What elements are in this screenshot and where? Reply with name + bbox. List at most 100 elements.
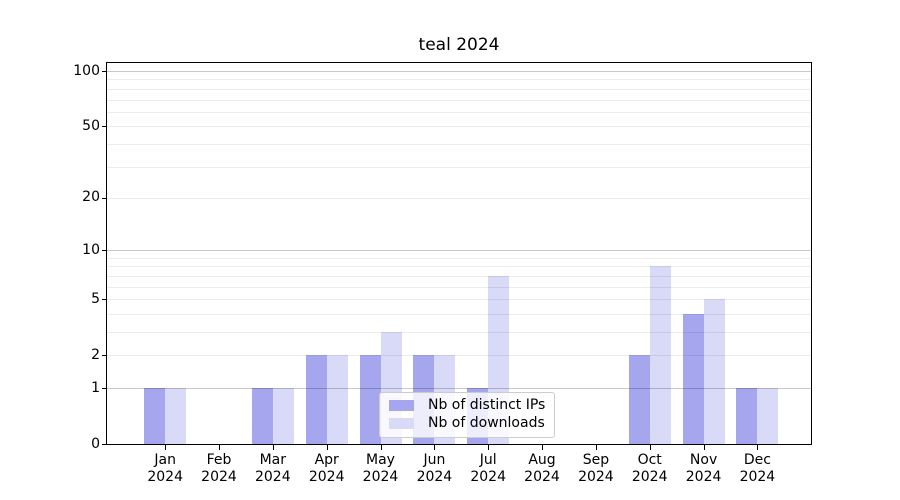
y-tick-label-20: 20 — [82, 189, 100, 206]
x-tick-oct — [649, 445, 651, 450]
x-tick-year: 2024 — [147, 469, 183, 485]
gridline-2 — [107, 355, 811, 357]
x-tick-year: 2024 — [308, 469, 345, 485]
bar-nb-of-distinct-ips-oct — [628, 355, 650, 444]
x-tick-jan — [165, 445, 167, 450]
x-tick-year: 2024 — [362, 469, 399, 485]
legend-entry-nb-of-distinct-ips: Nb of distinct IPs — [389, 398, 545, 413]
gridline-3 — [107, 332, 811, 333]
bar-nb-of-downloads-apr — [326, 355, 348, 444]
gridline-1 — [107, 388, 811, 389]
y-tick-100 — [102, 71, 107, 72]
y-tick-0 — [102, 444, 107, 445]
x-tick-apr — [326, 445, 328, 450]
x-tick-month: Jun — [423, 452, 446, 468]
bar-nb-of-downloads-oct — [649, 266, 671, 444]
gridline-6 — [107, 286, 811, 288]
y-tick-20 — [102, 197, 107, 199]
legend-entry-nb-of-downloads: Nb of downloads — [389, 416, 545, 431]
x-tick-year: 2024 — [416, 469, 453, 485]
x-tick-year: 2024 — [254, 469, 291, 485]
x-tick-label-dec: Dec 2024 — [727, 452, 787, 486]
gridline-80 — [107, 88, 811, 90]
x-tick-month: Dec — [743, 452, 771, 468]
chart-title: teal 2024 — [418, 35, 500, 55]
bar-nb-of-downloads-jan — [165, 388, 187, 444]
x-tick-year: 2024 — [685, 469, 722, 485]
y-tick-label-50: 50 — [82, 117, 100, 134]
x-tick-label-aug: Aug 2024 — [512, 452, 572, 486]
bar-nb-of-distinct-ips-mar — [251, 388, 273, 444]
bar-nb-of-downloads-nov — [703, 299, 725, 444]
legend-swatch-nb-of-downloads — [389, 418, 414, 429]
x-tick-label-oct: Oct 2024 — [620, 452, 680, 486]
legend: Nb of distinct IPs Nb of downloads — [379, 392, 556, 438]
x-tick-month: Jul — [479, 452, 497, 468]
x-tick-year: 2024 — [470, 469, 506, 485]
bar-nb-of-distinct-ips-may — [359, 355, 381, 444]
y-tick-label-2: 2 — [91, 346, 100, 363]
x-tick-label-may: May 2024 — [351, 452, 411, 486]
x-tick-month: Oct — [637, 452, 662, 468]
x-tick-label-feb: Feb 2024 — [189, 452, 249, 486]
x-tick-month: Jan — [154, 452, 176, 468]
x-tick-label-jun: Jun 2024 — [404, 452, 464, 486]
x-tick-month: Apr — [314, 452, 339, 468]
x-tick-label-jan: Jan 2024 — [135, 452, 195, 486]
gridline-7 — [107, 275, 811, 277]
x-tick-month: Feb — [206, 452, 232, 468]
y-tick-label-1: 1 — [91, 379, 100, 396]
y-tick-label-100: 100 — [73, 62, 100, 79]
x-tick-label-nov: Nov 2024 — [674, 452, 734, 486]
plot-area: Nb of distinct IPs Nb of downloads — [106, 62, 812, 445]
bar-nb-of-distinct-ips-dec — [736, 388, 758, 444]
x-tick-month: Sep — [582, 452, 610, 468]
y-tick-label-0: 0 — [91, 435, 100, 452]
y-tick-10 — [102, 250, 107, 252]
y-tick-50 — [102, 126, 107, 128]
gridline-10 — [107, 250, 811, 252]
x-tick-label-sep: Sep 2024 — [566, 452, 626, 486]
x-tick-year: 2024 — [201, 469, 237, 485]
y-tick-label-10: 10 — [82, 241, 100, 258]
x-tick-nov — [703, 445, 705, 450]
gridline-5 — [107, 299, 811, 301]
y-tick-2 — [102, 355, 107, 357]
x-tick-year: 2024 — [524, 469, 560, 485]
x-tick-month: May — [366, 452, 395, 468]
x-tick-month: Mar — [259, 452, 286, 468]
x-tick-year: 2024 — [631, 469, 668, 485]
x-tick-year: 2024 — [739, 469, 776, 485]
x-tick-year: 2024 — [578, 469, 614, 485]
x-tick-jun — [434, 445, 436, 450]
legend-label-nb-of-distinct-ips: Nb of distinct IPs — [428, 397, 546, 413]
bar-nb-of-distinct-ips-jan — [144, 388, 166, 444]
x-tick-dec — [757, 445, 759, 450]
x-tick-feb — [219, 445, 220, 450]
gridline-70 — [107, 99, 811, 101]
x-tick-label-apr: Apr 2024 — [297, 452, 357, 486]
gridline-30 — [107, 166, 811, 168]
x-tick-month: Nov — [689, 452, 718, 468]
x-tick-mar — [272, 445, 274, 450]
bar-nb-of-distinct-ips-apr — [305, 355, 327, 444]
gridline-20 — [107, 197, 811, 199]
gridline-40 — [107, 143, 811, 145]
x-tick-label-jul: Jul 2024 — [458, 452, 518, 486]
x-tick-label-mar: Mar 2024 — [243, 452, 303, 486]
gridline-100 — [107, 71, 811, 72]
x-tick-sep — [595, 445, 597, 450]
x-tick-may — [380, 445, 382, 450]
gridline-9 — [107, 257, 811, 259]
gridline-90 — [107, 79, 811, 81]
bar-nb-of-distinct-ips-nov — [682, 313, 704, 444]
x-tick-jul — [488, 445, 490, 450]
y-tick-5 — [102, 299, 107, 301]
gridline-4 — [107, 313, 811, 315]
x-tick-aug — [542, 445, 543, 450]
gridline-8 — [107, 266, 811, 268]
legend-label-nb-of-downloads: Nb of downloads — [428, 415, 545, 431]
bar-nb-of-downloads-dec — [757, 388, 779, 444]
bar-nb-of-downloads-mar — [272, 388, 294, 444]
